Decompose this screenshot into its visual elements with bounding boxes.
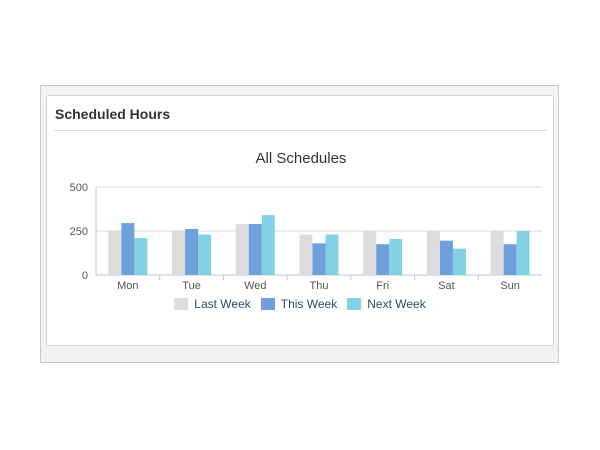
widget-frame: Scheduled Hours All Schedules 0 250 500 Mo… (40, 85, 559, 363)
bar-next-week-thu (325, 234, 339, 275)
legend-label-this-week: This Week (280, 297, 338, 311)
bar-last-week-sun (490, 231, 504, 275)
bar-chart: All Schedules 0 250 500 Mon Tue Wed Thu Fri Sat… (70, 150, 542, 292)
bar-this-week-tue (185, 228, 199, 275)
bar-last-week-tue (172, 231, 186, 275)
x-tick-label-sun: Sun (500, 280, 520, 292)
panel-title: Scheduled Hours (55, 106, 171, 122)
legend-swatch-this-week (260, 298, 275, 310)
legend-item-this-week[interactable]: This Week (260, 297, 338, 311)
bar-this-week-thu (312, 243, 326, 275)
bar-this-week-sat (439, 240, 453, 275)
y-axis-ticks: 0 250 500 (70, 182, 88, 282)
chart-legend: Last Week This Week Next Week (47, 297, 553, 311)
y-tick-label-500: 500 (70, 182, 88, 194)
scheduled-hours-panel: Scheduled Hours All Schedules 0 250 500 Mo… (46, 95, 554, 346)
legend-swatch-next-week (347, 298, 362, 310)
y-tick-label-0: 0 (82, 270, 88, 282)
bar-last-week-sat (426, 231, 440, 275)
legend-swatch-last-week (174, 298, 189, 310)
x-axis-ticks: Mon Tue Wed Thu Fri Sat Sun (117, 280, 520, 292)
bar-this-week-fri (376, 244, 390, 275)
bar-next-week-fri (389, 238, 403, 275)
bar-this-week-mon (121, 223, 135, 275)
bar-last-week-mon (108, 231, 122, 275)
bar-next-week-sun (516, 231, 530, 275)
x-tick-label-wed: Wed (244, 280, 266, 292)
x-tick-label-tue: Tue (182, 280, 201, 292)
legend-label-next-week: Next Week (367, 297, 426, 311)
chart-title: All Schedules (256, 150, 347, 167)
y-tick-label-250: 250 (70, 226, 88, 238)
bar-next-week-mon (134, 238, 148, 275)
legend-item-next-week[interactable]: Next Week (347, 297, 426, 311)
bar-next-week-sat (452, 248, 466, 275)
x-tick-label-thu: Thu (310, 280, 329, 292)
bar-last-week-fri (363, 231, 377, 275)
x-tick-label-fri: Fri (376, 280, 389, 292)
legend-item-last-week[interactable]: Last Week (174, 297, 251, 311)
x-tick-label-mon: Mon (117, 280, 138, 292)
bar-last-week-thu (299, 234, 313, 275)
x-tick-label-sat: Sat (438, 280, 455, 292)
bar-last-week-wed (235, 223, 249, 275)
legend-label-last-week: Last Week (194, 297, 251, 311)
bar-next-week-wed (261, 215, 275, 275)
panel-divider (54, 130, 547, 131)
bar-next-week-tue (198, 234, 212, 275)
bar-this-week-sun (503, 244, 517, 275)
bar-this-week-wed (248, 223, 262, 275)
chart-bars (108, 215, 530, 275)
